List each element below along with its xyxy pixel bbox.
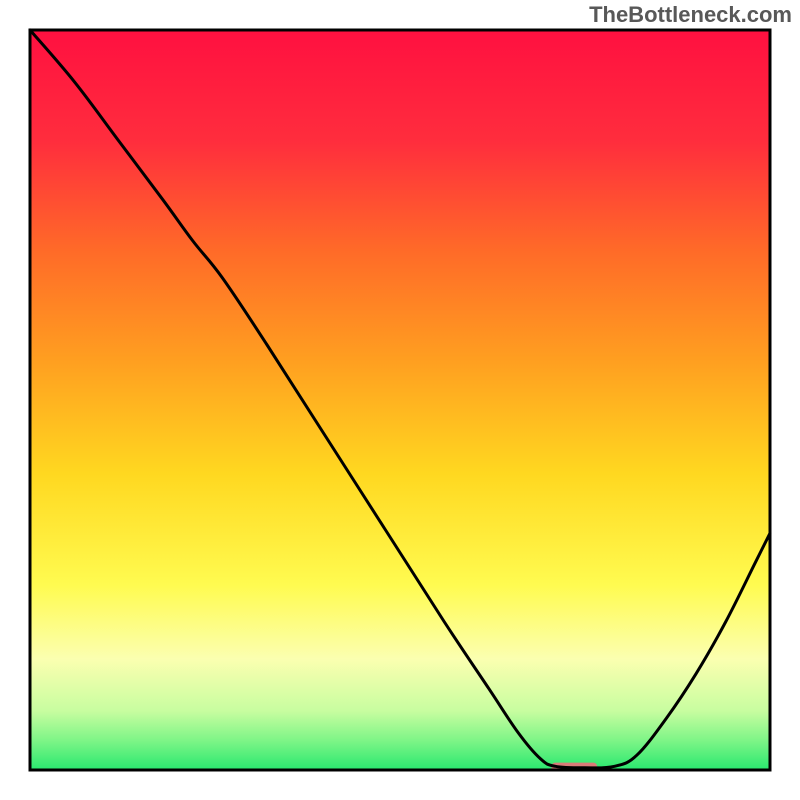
gradient-background <box>30 30 770 770</box>
watermark-label: TheBottleneck.com <box>589 2 792 28</box>
chart-svg <box>0 0 800 800</box>
bottleneck-chart: TheBottleneck.com <box>0 0 800 800</box>
